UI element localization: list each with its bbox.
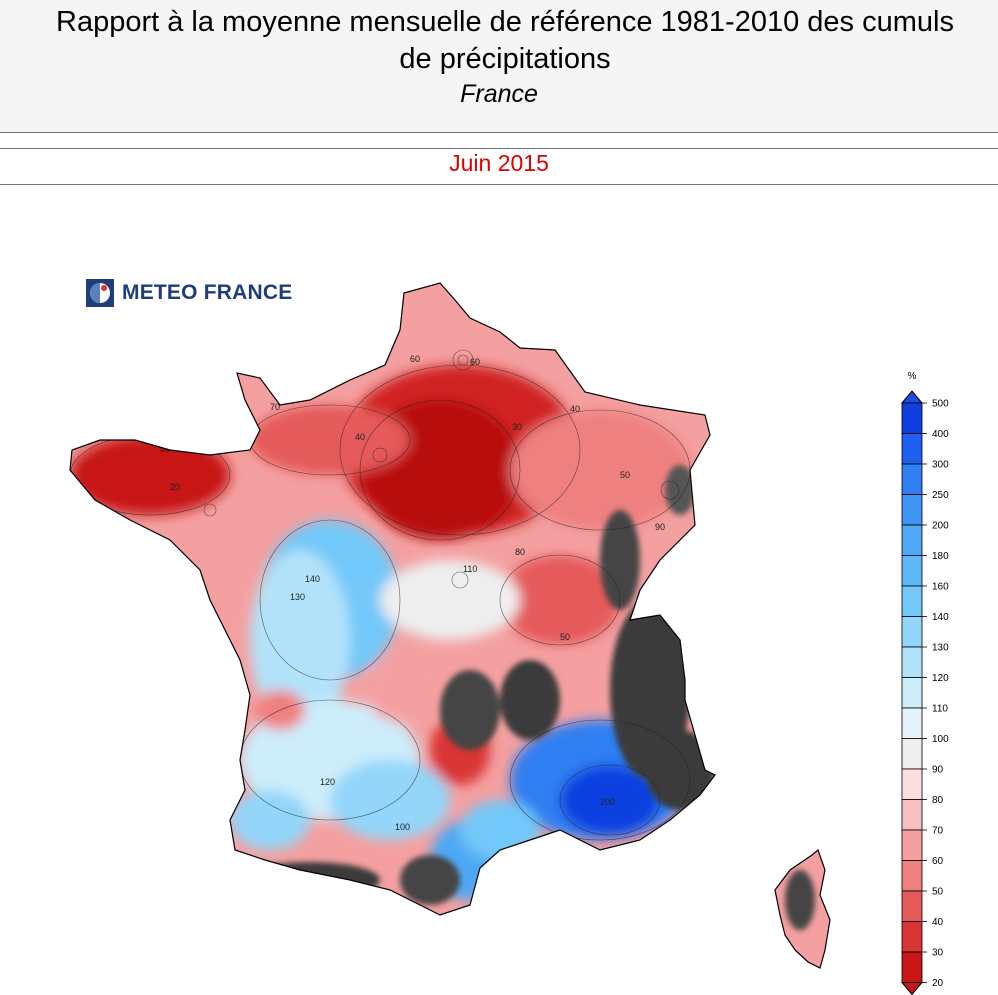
legend-tick-label: 80 <box>932 795 944 806</box>
legend-swatch <box>901 677 923 709</box>
header-band <box>0 0 998 133</box>
legend-swatches <box>900 390 924 995</box>
contour-label: 140 <box>305 574 320 584</box>
legend-swatch <box>901 494 923 526</box>
legend-swatch <box>901 707 923 739</box>
legend-tick-label: 70 <box>932 826 944 837</box>
contour-label: 60 <box>470 357 480 367</box>
legend-swatch <box>901 860 923 892</box>
legend-swatch <box>901 585 923 617</box>
map-fill: 20 30 40 50 60 70 80 90 100 110 120 130 … <box>70 283 830 968</box>
title-line-2: de précipitations <box>399 43 611 75</box>
contour-label: 200 <box>600 797 615 807</box>
contour-label: 20 <box>170 482 180 492</box>
contour-label: 70 <box>270 402 280 412</box>
contour-label: 130 <box>290 592 305 602</box>
contour-label: 40 <box>570 404 580 414</box>
contour-label: 50 <box>560 632 570 642</box>
legend-tick-label: 110 <box>932 704 948 715</box>
legend-tick-label: 50 <box>932 887 944 898</box>
contour-label: 100 <box>395 822 410 832</box>
legend-swatch <box>901 616 923 648</box>
precipitation-map: 20 30 40 50 60 70 80 90 100 110 120 130 … <box>69 282 831 969</box>
legend-swatch <box>901 921 923 953</box>
contour-label: 110 <box>463 564 477 574</box>
legend-labels: 500 400 300 250 200 180 160 140 130 120 110 100 90 80… <box>922 399 949 989</box>
legend-swatch <box>901 433 923 465</box>
legend-tick-label: 30 <box>932 948 944 959</box>
legend-tick-label: 120 <box>932 673 949 684</box>
period-label: Juin 2015 <box>449 150 549 176</box>
legend-tick-label: 160 <box>932 582 949 593</box>
page-title: Rapport à la moyenne mensuelle de référe… <box>0 4 998 78</box>
legend-swatch <box>901 463 923 495</box>
legend-tick-label: 500 <box>932 399 949 410</box>
period-band <box>0 148 998 185</box>
legend-tick-label: 60 <box>932 856 944 867</box>
legend-tick-label: 300 <box>932 460 949 471</box>
legend-swatch <box>901 646 923 678</box>
region-subtitle: France <box>460 80 538 108</box>
title-line-1: Rapport à la moyenne mensuelle de référe… <box>56 6 954 38</box>
legend-tick-label: 250 <box>932 490 949 501</box>
france-outline <box>69 282 716 916</box>
contour-label: 90 <box>655 522 665 532</box>
legend-swatch <box>901 768 923 800</box>
legend-swatch <box>901 799 923 831</box>
contour-label: 120 <box>320 777 335 787</box>
legend-swatch <box>901 402 923 434</box>
legend-swatch <box>901 524 923 556</box>
legend-swatch <box>901 738 923 770</box>
legend-tick-label: 180 <box>932 551 949 562</box>
color-legend: % 500 400 300 250 200 180 160 140 130 120 110 100 90… <box>900 371 949 995</box>
contour-label: 60 <box>410 354 420 364</box>
logo-text: METEO FRANCE <box>122 281 293 304</box>
legend-tick-label: 140 <box>932 612 949 623</box>
legend-swatch <box>901 951 923 983</box>
contour-label: 30 <box>512 422 522 432</box>
legend-swatch <box>901 555 923 587</box>
legend-tick-label: 20 <box>932 978 944 989</box>
legend-max-arrow <box>900 390 924 404</box>
contour-label: 40 <box>355 432 365 442</box>
contour-label: 80 <box>515 547 525 557</box>
legend-swatch <box>901 890 923 922</box>
legend-min-arrow <box>900 982 924 995</box>
legend-tick-label: 40 <box>932 917 944 928</box>
legend-unit: % <box>908 371 917 382</box>
meteo-france-logo-icon <box>86 279 114 307</box>
legend-tick-label: 200 <box>932 521 949 532</box>
legend-tick-label: 130 <box>932 643 949 654</box>
legend-tick-label: 100 <box>932 734 949 745</box>
meteo-france-logo: METEO FRANCE <box>86 278 292 308</box>
legend-tick-label: 90 <box>932 765 944 776</box>
contour-label: 50 <box>620 470 630 480</box>
legend-swatch <box>901 829 923 861</box>
legend-tick-label: 400 <box>932 429 949 440</box>
corsica-outline <box>774 848 831 969</box>
